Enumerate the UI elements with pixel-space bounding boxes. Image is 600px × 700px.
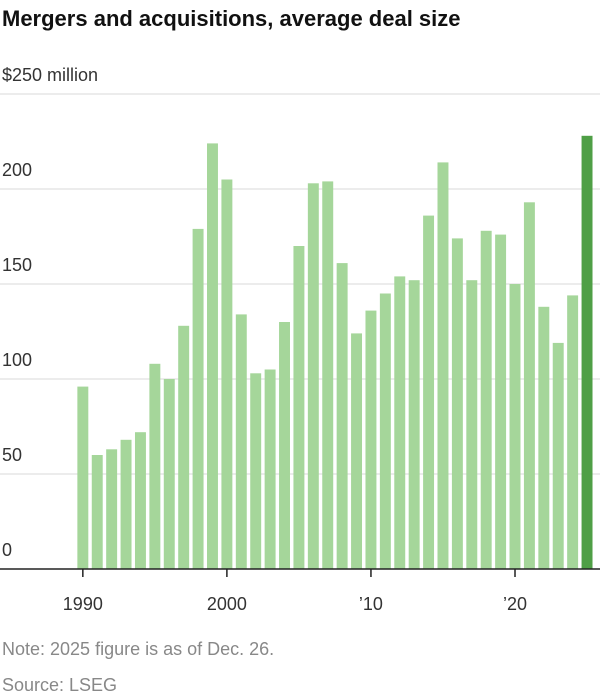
bar xyxy=(106,449,118,569)
bar xyxy=(293,246,305,569)
bar xyxy=(91,455,103,569)
bar xyxy=(523,202,535,570)
bar xyxy=(509,284,521,569)
bar xyxy=(279,322,290,569)
bar xyxy=(250,373,262,569)
bar xyxy=(235,314,247,569)
bar xyxy=(207,143,218,569)
bar xyxy=(408,280,420,569)
bar xyxy=(495,234,507,569)
bar xyxy=(149,363,161,569)
bar xyxy=(423,215,435,569)
source: Source: LSEG xyxy=(2,675,117,695)
bar xyxy=(365,310,377,569)
x-tick-label: ’10 xyxy=(359,594,383,614)
bar xyxy=(538,306,550,569)
bar xyxy=(581,135,593,570)
x-tick-label: 1990 xyxy=(63,594,103,614)
bar xyxy=(336,263,348,569)
bar xyxy=(394,276,406,569)
y-tick-label: 100 xyxy=(2,350,32,370)
y-tick-label: 0 xyxy=(2,540,12,560)
bar xyxy=(567,295,579,569)
bar xyxy=(178,325,190,569)
bar xyxy=(221,179,233,569)
y-tick-label: 200 xyxy=(2,160,32,180)
chart-title: Mergers and acquisitions, average deal s… xyxy=(2,6,461,31)
bar xyxy=(77,386,89,569)
bar xyxy=(480,230,492,570)
note: Note: 2025 figure is as of Dec. 26. xyxy=(2,639,274,659)
bar xyxy=(134,432,146,569)
bar xyxy=(437,162,449,569)
bar xyxy=(307,183,319,570)
bar xyxy=(163,379,175,569)
bar xyxy=(466,280,478,569)
y-tick-label: 50 xyxy=(2,445,22,465)
bar xyxy=(264,369,276,569)
bar xyxy=(120,439,132,569)
y-tick-label: 150 xyxy=(2,255,32,275)
bar xyxy=(351,333,363,569)
bar xyxy=(192,228,204,569)
bar xyxy=(451,238,463,569)
bar xyxy=(322,181,334,569)
bar xyxy=(552,342,564,569)
bar xyxy=(379,293,391,569)
y-tick-label: $250 million xyxy=(2,65,98,85)
x-tick-label: ’20 xyxy=(503,594,527,614)
x-tick-label: 2000 xyxy=(207,594,247,614)
